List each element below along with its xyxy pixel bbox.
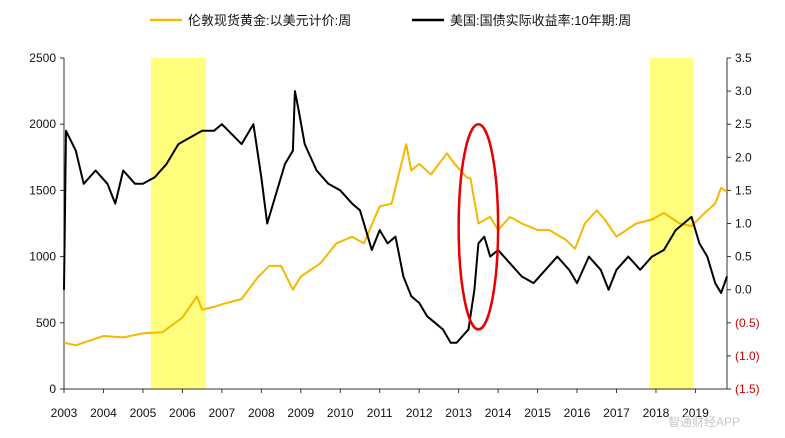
x-tick-label-6: 2009 [287, 406, 314, 420]
tick-labels: 0 500 1000 1500 2000 2500 3.5 3.0 2.5 2.0 1.5 1.0 0.… [29, 51, 759, 420]
x-tick-label-5: 2008 [248, 406, 275, 420]
highlight-ellipse-0 [457, 122, 500, 331]
legend-label-gold: 伦敦现货黄金:以美元计价:周 [188, 13, 351, 28]
x-tick-label-13: 2016 [564, 406, 591, 420]
x-tick-label-15: 2018 [643, 406, 670, 420]
x-tick-label-0: 2003 [51, 406, 78, 420]
left-tick-label-1: 500 [36, 316, 56, 330]
right-tick-label-4: 1.5 [735, 183, 752, 197]
right-tick-label-0: 3.5 [735, 51, 752, 65]
x-tick-label-14: 2017 [603, 406, 630, 420]
x-tick-label-8: 2011 [367, 406, 393, 420]
watermark: 智通财经APP [668, 414, 740, 429]
right-tick-label-6: 0.5 [735, 250, 752, 264]
left-tick-label-3: 1500 [29, 183, 56, 197]
left-tick-label-0: 0 [49, 382, 56, 396]
left-tick-label-5: 2500 [29, 51, 56, 65]
right-tick-label-9: (1.0) [735, 349, 760, 363]
x-tick-label-2: 2005 [130, 406, 157, 420]
x-tick-label-7: 2010 [327, 406, 354, 420]
annotations [457, 122, 500, 331]
left-tick-label-4: 2000 [29, 117, 56, 131]
right-tick-label-1: 3.0 [735, 84, 752, 98]
right-tick-label-10: (1.5) [735, 382, 760, 396]
x-tick-label-9: 2012 [406, 406, 433, 420]
highlight-bands [150, 58, 694, 389]
series-lines [63, 90, 728, 347]
highlight-band-1 [650, 58, 694, 389]
real-yield-line [63, 90, 728, 344]
x-tick-label-12: 2015 [524, 406, 551, 420]
x-tick-label-1: 2004 [90, 406, 117, 420]
legend-label-real-yield: 美国:国债实际收益率:10年期:周 [450, 13, 631, 28]
right-tick-label-3: 2.0 [735, 150, 752, 164]
x-tick-label-11: 2014 [485, 406, 512, 420]
x-tick-label-3: 2006 [169, 406, 196, 420]
gold-price-line [63, 143, 728, 347]
x-tick-label-10: 2013 [445, 406, 472, 420]
right-tick-label-2: 2.5 [735, 117, 752, 131]
right-tick-label-8: (0.5) [735, 316, 760, 330]
left-tick-label-2: 1000 [29, 250, 56, 264]
x-tick-label-4: 2007 [209, 406, 236, 420]
right-tick-label-5: 1.0 [735, 217, 752, 231]
x-tick-label-16: 2019 [682, 406, 709, 420]
highlight-band-0 [150, 58, 207, 389]
legend: 伦敦现货黄金:以美元计价:周 美国:国债实际收益率:10年期:周 [150, 13, 631, 28]
right-tick-label-7: 0.0 [735, 283, 752, 297]
